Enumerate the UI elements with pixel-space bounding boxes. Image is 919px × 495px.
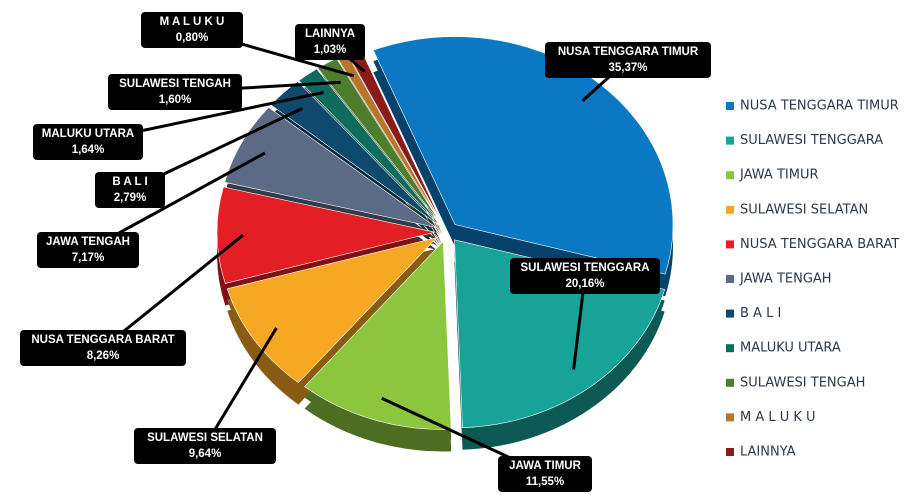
callout-name: SULAWESI TENGAH [119,78,231,90]
legend-label: LAINNYA [740,445,796,460]
legend-label: NUSA TENGGARA BARAT [740,237,899,252]
legend-swatch [726,136,734,145]
legend-label: JAWA TENGAH [739,272,832,287]
callout-value: 7,17% [72,252,105,264]
callout-value: 20,16% [565,278,604,290]
callout-box [95,172,165,208]
callout-name: M A L U K U [160,16,225,28]
legend-label: NUSA TENGGARA TIMUR [740,99,899,114]
legend-swatch [726,344,734,353]
legend-label: JAWA TIMUR [739,168,819,183]
slice [298,68,440,225]
slice [224,106,437,228]
callout-box [33,124,143,160]
callout-name: MALUKU UTARA [42,128,134,140]
legend-swatch [726,275,734,283]
callout-value: 35,37% [608,62,647,74]
legend-swatch [726,102,734,110]
callout-value: 11,55% [526,476,564,488]
callout-name: NUSA TENGGARA TIMUR [558,46,699,58]
callout-box [545,42,711,78]
callout-box [295,24,365,60]
callout-box [108,74,242,110]
legend-label: M A L U K U [740,410,816,425]
legend-label: B A L I [740,306,781,321]
callout-box [20,330,186,366]
legend-swatch [726,448,734,456]
callout-value: 2,79% [114,192,147,204]
callout-name: B A L I [112,176,147,188]
callout-box [141,12,243,48]
callout-name: LAINNYA [305,28,355,40]
slice [216,186,436,284]
legend-swatch [726,378,734,387]
legend-label: SULAWESI SELATAN [740,202,868,217]
callout-value: 1,64% [72,144,105,156]
callout-value: 1,03% [314,44,347,56]
callout-value: 8,26% [87,350,120,362]
legend-swatch [726,205,734,214]
callout-line [203,327,278,447]
legend-swatch [726,413,734,422]
callout-box [37,232,139,268]
legend-swatch [726,171,734,180]
legend-label: MALUKU UTARA [740,341,841,356]
callout-name: NUSA TENGGARA BARAT [31,334,174,346]
callout-name: SULAWESI SELATAN [147,432,263,444]
callout-box [134,428,276,464]
callout-name: JAWA TENGAH [46,236,130,248]
slice [226,236,438,384]
callout-value: 1,60% [159,94,192,106]
callout-value: 0,80% [176,32,209,44]
callout-box [510,258,660,294]
callout-line [102,233,245,350]
slice [304,240,452,430]
legend-swatch [726,309,734,318]
callout-box [498,456,592,492]
callout-name: JAWA TIMUR [509,460,581,472]
legend-label: SULAWESI TENGAH [740,375,865,390]
legend-label: SULAWESI TENGGARA [740,133,883,148]
callout-name: SULAWESI TENGGARA [520,262,649,274]
callout-value: 9,64% [189,448,222,460]
legend-swatch [726,240,734,249]
